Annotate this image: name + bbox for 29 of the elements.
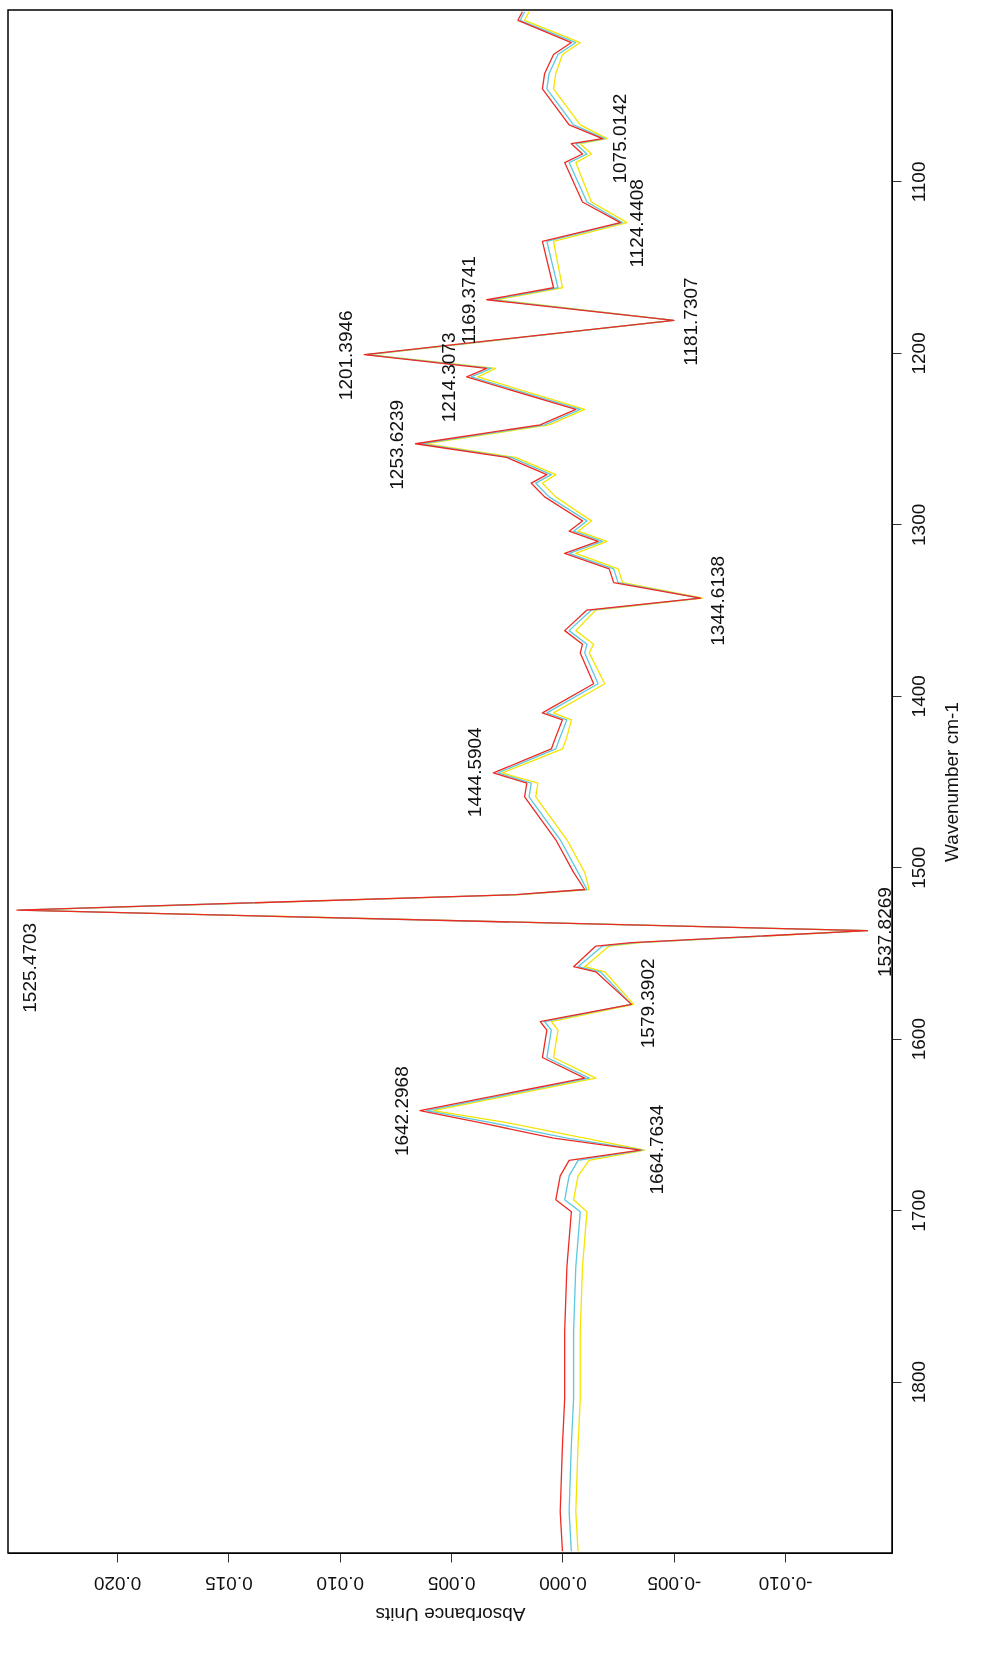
annotation: 1201.3946 xyxy=(335,310,357,401)
annotation: 1181.7307 xyxy=(679,277,701,366)
annotation: 1253.6239 xyxy=(386,399,408,490)
x-tick-label: 0.000 xyxy=(539,1572,587,1594)
y-tick-label: 1300 xyxy=(907,503,929,546)
x-tick-label: -0.005 xyxy=(647,1572,702,1594)
y-tick-label: 1700 xyxy=(907,1189,929,1232)
annotation: 1444.5904 xyxy=(464,726,486,818)
y-tick-label: 1500 xyxy=(907,846,929,889)
y-tick-label: 1200 xyxy=(907,332,929,375)
x-tick-label: 0.005 xyxy=(427,1572,476,1594)
y-tick-label: 1100 xyxy=(907,161,929,203)
x-tick-label: 0.015 xyxy=(205,1572,253,1594)
annotation: 1525.4703 xyxy=(18,922,40,1013)
annotation: 1664.7634 xyxy=(646,1104,668,1195)
annotation: 1579.3902 xyxy=(637,958,659,1049)
annotation: 1642.2968 xyxy=(390,1066,412,1157)
y-axis-title: Wavenumber cm-1 xyxy=(940,702,962,862)
x-tick-label: 0.010 xyxy=(316,1572,365,1594)
y-tick-label: 1600 xyxy=(907,1018,929,1061)
y-tick-label: 1400 xyxy=(907,675,929,718)
annotation: 1344.6138 xyxy=(706,555,728,646)
annotation: 1214.3073 xyxy=(437,332,459,423)
annotation: 1169.3741 xyxy=(457,256,479,345)
y-tick-label: 1800 xyxy=(907,1360,929,1404)
x-tick-label: -0.010 xyxy=(758,1572,813,1594)
x-axis-title: Absorbance Units xyxy=(375,1603,526,1625)
annotation: 1537.8269 xyxy=(873,887,895,977)
x-tick-label: 0.020 xyxy=(93,1572,142,1594)
